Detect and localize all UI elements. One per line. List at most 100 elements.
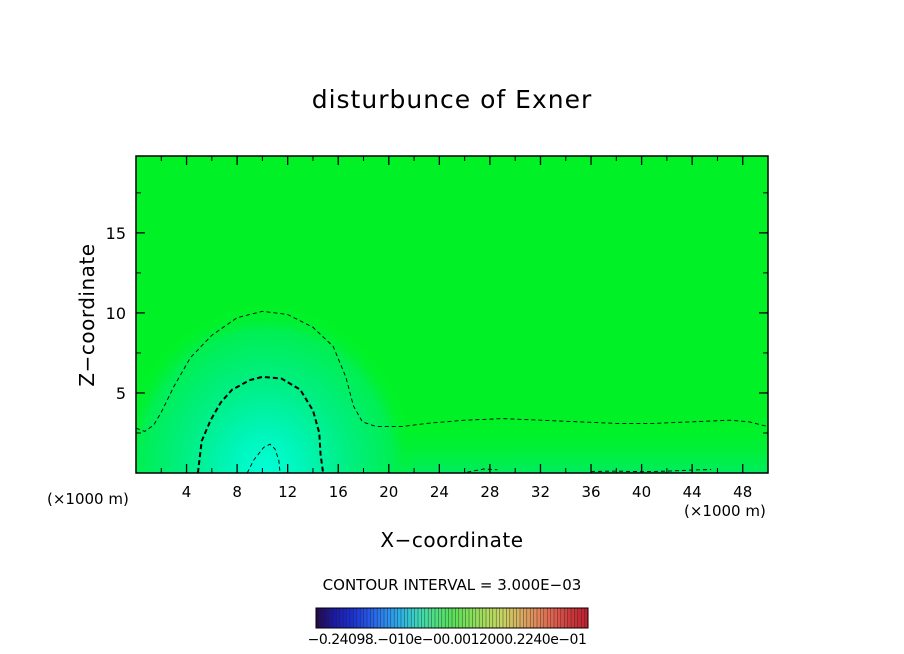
colorbar-swatch <box>564 608 568 628</box>
colorbar-swatch <box>377 608 381 628</box>
colorbar-swatch <box>448 608 453 628</box>
colorbar-swatch <box>407 608 412 628</box>
colorbar-swatch <box>499 608 504 628</box>
x-tick-label: 20 <box>379 483 398 501</box>
colorbar-swatch <box>523 608 528 628</box>
colorbar-swatch <box>509 608 514 628</box>
colorbar-swatch <box>411 608 415 628</box>
colorbar-swatch <box>475 608 480 628</box>
x-tick-label: 12 <box>278 483 297 501</box>
colorbar-swatch <box>479 608 483 628</box>
colorbar-swatch <box>458 608 463 628</box>
colorbar-swatch <box>390 608 395 628</box>
colorbar-swatch <box>404 608 409 628</box>
colorbar-swatch <box>516 608 521 628</box>
colorbar-swatch <box>482 608 487 628</box>
colorbar-swatch <box>503 608 507 628</box>
colorbar-swatch <box>316 608 320 628</box>
colorbar-swatch <box>513 608 517 628</box>
x-tick-label: 4 <box>182 483 192 501</box>
x-unit-right: (×1000 m) <box>684 502 766 520</box>
x-tick-label: 16 <box>329 483 348 501</box>
colorbar-swatch <box>560 608 565 628</box>
colorbar-swatch <box>465 608 470 628</box>
colorbar-swatch <box>584 608 589 628</box>
colorbar-swatch <box>571 608 575 628</box>
chart-title: disturbunce of Exner <box>311 85 593 114</box>
colorbar-swatch <box>346 608 351 628</box>
colorbar-swatch <box>472 608 477 628</box>
x-axis-label: X−coordinate <box>380 528 524 552</box>
colorbar-swatch <box>581 608 585 628</box>
colorbar-swatch <box>387 608 392 628</box>
y-tick-label: 5 <box>116 384 126 403</box>
colorbar-swatch <box>319 608 324 628</box>
colorbar-swatch <box>353 608 358 628</box>
colorbar-swatch <box>360 608 364 628</box>
x-tick-label: 48 <box>733 483 752 501</box>
colorbar-swatch <box>418 608 422 628</box>
colorbar-swatch <box>373 608 378 628</box>
colorbar-swatch <box>370 608 375 628</box>
colorbar-swatch <box>350 608 354 628</box>
y-tick-label: 10 <box>106 304 126 323</box>
colorbar-swatch <box>506 608 511 628</box>
colorbar-swatch <box>329 608 334 628</box>
x-axis: 4 8 12 16 20 24 28 32 36 40 44 48 <box>160 156 752 501</box>
colorbar-swatch <box>363 608 368 628</box>
colorbar-swatch <box>540 608 545 628</box>
colorbar-swatch <box>554 608 558 628</box>
colorbar-swatch <box>533 608 538 628</box>
colorbar-swatch <box>486 608 490 628</box>
colorbar-swatch <box>452 608 456 628</box>
contour-interval-label: CONTOUR INTERVAL = 3.000E−03 <box>322 576 582 594</box>
colorbar-swatch <box>445 608 449 628</box>
colorbar-swatch <box>537 608 541 628</box>
colorbar <box>315 607 589 629</box>
plot-frame <box>135 155 769 474</box>
contour-lines <box>136 310 768 473</box>
colorbar-swatch <box>567 608 572 628</box>
colorbar-swatch <box>394 608 398 628</box>
contour-line <box>136 310 768 432</box>
colorbar-swatch <box>356 608 361 628</box>
x-tick-label: 24 <box>430 483 449 501</box>
colorbar-swatch <box>431 608 436 628</box>
x-tick-label: 36 <box>581 483 600 501</box>
colorbar-swatch <box>343 608 347 628</box>
colorbar-swatch <box>384 608 388 628</box>
colorbar-swatch <box>530 608 534 628</box>
y-axis-label: Z−coordinate <box>75 243 99 387</box>
colorbar-labels: −0.24098.−010e−00.0012000.2240e−01 <box>307 632 587 648</box>
colorbar-swatch <box>397 608 402 628</box>
colorbar-swatch <box>469 608 473 628</box>
colorbar-frame <box>315 607 589 629</box>
colorbar-swatch <box>339 608 344 628</box>
colorbar-swatch <box>492 608 497 628</box>
colorbar-swatch <box>574 608 579 628</box>
colorbar-swatch <box>547 608 551 628</box>
colorbar-swatch <box>496 608 500 628</box>
y-axis: 5 10 15 <box>106 192 768 434</box>
x-tick-label: 40 <box>632 483 651 501</box>
contour-line <box>246 443 281 473</box>
colorbar-swatch <box>421 608 426 628</box>
plot-area <box>136 156 768 473</box>
colorbar-swatch <box>326 608 330 628</box>
colorbar-swatch <box>441 608 446 628</box>
colorbar-swatch <box>557 608 562 628</box>
colorbar-swatch <box>428 608 432 628</box>
x-tick-label: 32 <box>531 483 550 501</box>
colorbar-swatch <box>577 608 582 628</box>
colorbar-swatch <box>455 608 460 628</box>
x-tick-label: 8 <box>232 483 242 501</box>
colorbar-swatch <box>424 608 429 628</box>
colorbar-swatch <box>414 608 419 628</box>
x-tick-label: 44 <box>683 483 702 501</box>
contour-line <box>590 469 712 473</box>
colorbar-swatch <box>520 608 524 628</box>
x-tick-label: 28 <box>480 483 499 501</box>
colorbar-swatch <box>322 608 327 628</box>
colorbar-swatch <box>543 608 548 628</box>
